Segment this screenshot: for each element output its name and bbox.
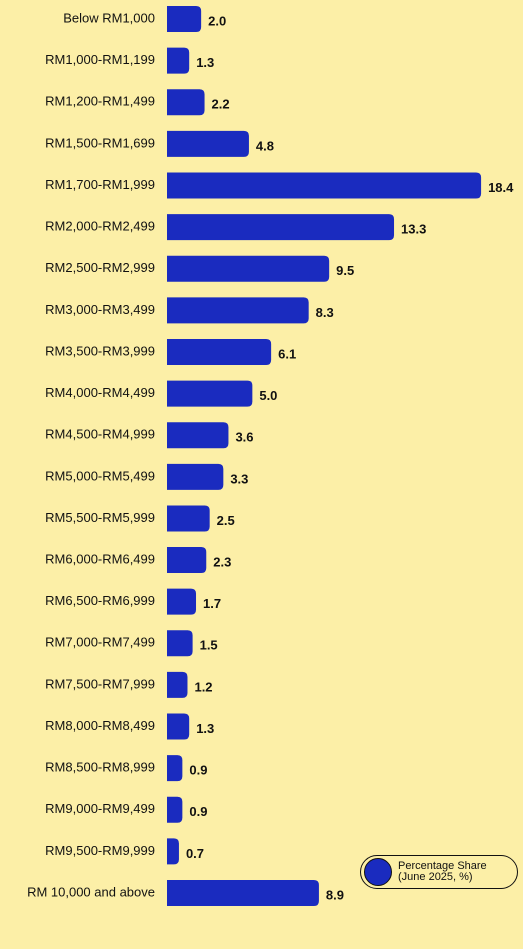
category-label: RM9,500-RM9,999 <box>45 843 155 858</box>
category-label: RM7,500-RM7,999 <box>45 676 155 691</box>
value-label: 1.7 <box>203 596 221 611</box>
category-label: Below RM1,000 <box>63 10 155 25</box>
bar <box>167 6 202 32</box>
value-label: 2.3 <box>213 554 231 569</box>
category-label: RM6,000-RM6,499 <box>45 551 155 566</box>
bar <box>167 338 272 365</box>
value-label: 2.5 <box>217 513 235 528</box>
bar <box>167 588 197 615</box>
bar <box>167 671 188 698</box>
value-label: 0.7 <box>186 846 204 861</box>
category-label: RM7,000-RM7,499 <box>45 635 155 650</box>
bar <box>167 297 309 324</box>
value-label: 4.8 <box>256 138 274 153</box>
bar <box>167 838 179 865</box>
bar <box>167 172 482 199</box>
category-label: RM 10,000 and above <box>27 884 155 899</box>
bar <box>167 713 190 740</box>
value-label: 0.9 <box>189 804 207 819</box>
value-label: 3.3 <box>230 471 248 486</box>
value-label: 2.2 <box>212 97 230 112</box>
category-label: RM4,000-RM4,499 <box>45 385 155 400</box>
category-label: RM5,500-RM5,999 <box>45 510 155 525</box>
bar <box>167 630 193 657</box>
category-label: RM8,500-RM8,999 <box>45 760 155 775</box>
category-label: RM2,500-RM2,999 <box>45 260 155 275</box>
value-label: 13.3 <box>401 222 426 237</box>
value-label: 1.3 <box>196 55 214 70</box>
legend-swatch <box>364 858 392 886</box>
value-label: 5.0 <box>259 388 277 403</box>
value-label: 1.5 <box>200 638 218 653</box>
legend: Percentage Share (June 2025, %) <box>360 855 518 889</box>
legend-label: Percentage Share (June 2025, %) <box>398 860 487 883</box>
bar <box>167 880 319 907</box>
value-label: 8.3 <box>316 305 334 320</box>
category-label: RM1,000-RM1,199 <box>45 52 155 67</box>
category-label: RM1,700-RM1,999 <box>45 177 155 192</box>
bar <box>167 505 210 532</box>
category-label: RM6,500-RM6,999 <box>45 593 155 608</box>
bar <box>167 755 183 782</box>
value-label: 3.6 <box>235 430 253 445</box>
bar <box>167 547 207 574</box>
value-label: 8.9 <box>326 887 344 902</box>
category-label: RM9,000-RM9,499 <box>45 801 155 816</box>
bar <box>167 796 183 823</box>
category-label: RM5,000-RM5,499 <box>45 468 155 483</box>
value-label: 1.2 <box>194 679 212 694</box>
value-label: 18.4 <box>488 180 514 195</box>
bar <box>167 463 224 490</box>
category-label: RM1,500-RM1,699 <box>45 135 155 150</box>
value-label: 9.5 <box>336 263 354 278</box>
category-label: RM4,500-RM4,999 <box>45 427 155 442</box>
value-label: 0.9 <box>189 763 207 778</box>
category-label: RM3,000-RM3,499 <box>45 302 155 317</box>
category-label: RM3,500-RM3,999 <box>45 343 155 358</box>
value-label: 2.0 <box>208 13 226 28</box>
bar <box>167 422 229 449</box>
value-label: 6.1 <box>278 346 296 361</box>
bar <box>167 130 249 157</box>
category-label: RM1,200-RM1,499 <box>45 94 155 109</box>
bar <box>167 380 253 407</box>
value-label: 1.3 <box>196 721 214 736</box>
bar <box>167 255 330 282</box>
bar <box>167 47 190 74</box>
category-label: RM8,000-RM8,499 <box>45 718 155 733</box>
bar <box>167 214 395 241</box>
category-label: RM2,000-RM2,499 <box>45 219 155 234</box>
bar <box>167 89 205 116</box>
